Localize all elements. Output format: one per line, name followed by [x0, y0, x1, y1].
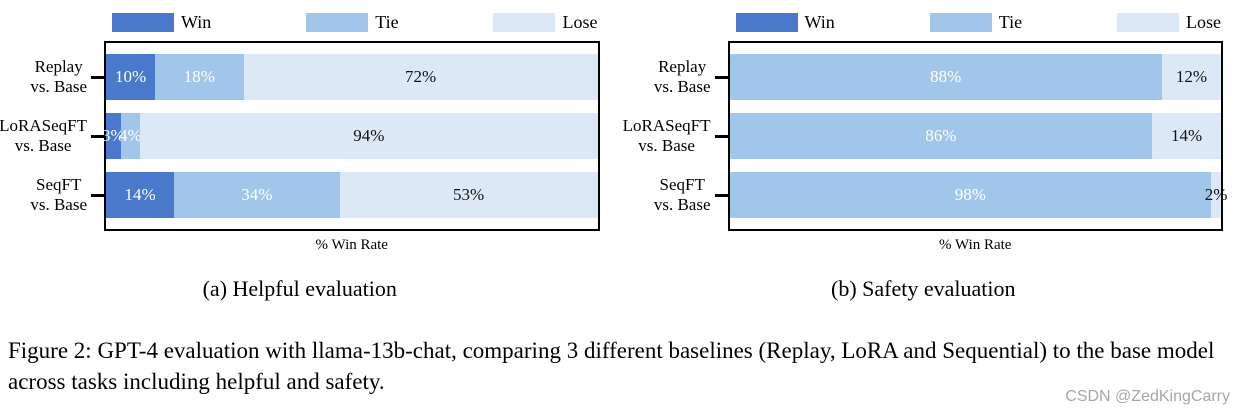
category-line: vs. Base	[653, 77, 711, 96]
legend-safety: Win Tie Lose	[728, 12, 1224, 33]
charts-row: Win Tie Lose Replay vs. Base	[0, 12, 1239, 302]
legend-item-win: Win	[112, 12, 211, 33]
axis-tick	[91, 193, 104, 197]
segment-value: 34%	[241, 185, 273, 204]
legend-item-win: Win	[735, 12, 835, 33]
bar-row: 3% 4% 94%	[102, 113, 598, 159]
x-axis-label: % Win Rate	[315, 237, 388, 253]
chart-panel-safety: Win Tie Lose Replay vs. Base	[622, 12, 1239, 302]
bar-segment-win: 10%	[106, 54, 156, 100]
segment-value: 14%	[1171, 126, 1203, 145]
segment-value: 2%	[1204, 185, 1228, 204]
segment-value: 3%	[101, 126, 125, 145]
category-label-loraseqft: LoRASeqFT vs. Base	[0, 113, 104, 159]
figure-caption: Figure 2: GPT-4 evaluation with llama-13…	[8, 338, 1215, 394]
bar-segment-lose: 12%	[1162, 54, 1221, 100]
legend-label-lose: Lose	[1185, 12, 1221, 32]
bar-segment-lose: 72%	[243, 54, 598, 100]
axis-tick	[714, 134, 728, 138]
category-line: LoRASeqFT	[622, 116, 711, 135]
watermark: CSDN @ZedKingCarry	[1065, 388, 1230, 405]
legend-label-lose: Lose	[562, 12, 598, 32]
bar-row: 14% 34% 53%	[106, 172, 598, 218]
category-line: Replay	[658, 57, 707, 76]
category-line: LoRASeqFT	[0, 116, 87, 135]
category-axis: Replay vs. Base LoRASeqFT vs. Base SeqFT	[622, 41, 728, 231]
bar-segment-lose: 94%	[140, 113, 598, 159]
chart-panel-helpful: Win Tie Lose Replay vs. Base	[0, 12, 616, 302]
axis-tick	[714, 193, 728, 197]
category-line: vs. Base	[638, 136, 695, 155]
win-swatch-icon	[112, 13, 174, 32]
segment-value: 72%	[404, 67, 437, 86]
segment-value: 86%	[925, 126, 957, 145]
category-label-replay: Replay vs. Base	[624, 54, 728, 100]
category-line: vs. Base	[14, 136, 72, 155]
bar-segment-tie: 18%	[155, 54, 244, 100]
legend-label-tie: Tie	[998, 12, 1023, 32]
bar-segment-win: 3%	[102, 113, 125, 159]
bar-segment-lose: 53%	[339, 172, 598, 218]
category-line: vs. Base	[30, 77, 87, 96]
category-line: SeqFT	[35, 175, 82, 194]
subplot-caption-b: (b) Safety evaluation	[831, 276, 1016, 301]
category-line: SeqFT	[659, 175, 705, 194]
bar-segment-tie: 86%	[729, 113, 1153, 159]
category-line: vs. Base	[30, 195, 87, 214]
category-axis: Replay vs. Base LoRASeqFT vs. Base SeqFT	[0, 41, 104, 231]
segment-value: 88%	[930, 67, 962, 86]
plot-area-safety: 88% 12% 86% 14%	[727, 41, 1227, 231]
bar-segment-tie: 34%	[174, 172, 340, 218]
segment-value: 12%	[1175, 67, 1208, 86]
bar-segment-lose: 2%	[1205, 172, 1227, 218]
segment-value: 53%	[452, 185, 485, 204]
category-label-seqft: SeqFT vs. Base	[0, 172, 104, 218]
lose-swatch-icon	[1116, 13, 1179, 32]
bar-row: 88% 12%	[729, 54, 1221, 100]
bar-segment-win: 14%	[106, 172, 175, 218]
bar-segment-tie: 98%	[729, 172, 1212, 218]
category-label-seqft: SeqFT vs. Base	[624, 172, 728, 218]
segment-value: 4%	[119, 126, 142, 145]
tie-swatch-icon	[929, 13, 992, 32]
category-line: Replay	[34, 57, 83, 76]
plot-area-helpful: 10% 18% 72% 3% 4%	[102, 41, 600, 231]
legend-item-tie: Tie	[306, 12, 399, 33]
legend-label-win: Win	[804, 12, 835, 32]
segment-value: 10%	[114, 67, 147, 86]
subplot-caption-a: (a) Helpful evaluation	[202, 276, 397, 301]
legend-item-tie: Tie	[929, 12, 1023, 33]
x-axis-label: % Win Rate	[939, 237, 1012, 253]
win-swatch-icon	[735, 13, 798, 32]
bar-segment-tie: 4%	[119, 113, 142, 159]
category-line: vs. Base	[653, 195, 711, 214]
bar-segment-tie: 88%	[729, 54, 1163, 100]
axis-tick	[91, 75, 104, 79]
category-label-loraseqft: LoRASeqFT vs. Base	[622, 113, 728, 159]
legend-label-win: Win	[181, 12, 212, 32]
bar-segment-lose: 14%	[1152, 113, 1221, 159]
segment-value: 14%	[124, 185, 156, 204]
bar-row: 10% 18% 72%	[106, 54, 598, 100]
legend-label-tie: Tie	[375, 12, 399, 32]
category-label-replay: Replay vs. Base	[0, 54, 104, 100]
axis-tick	[91, 134, 104, 138]
legend-item-lose: Lose	[1116, 12, 1221, 33]
tie-swatch-icon	[306, 13, 369, 32]
chart-area-helpful: Replay vs. Base LoRASeqFT vs. Base SeqFT	[0, 41, 600, 231]
bar-row: 86% 14%	[729, 113, 1221, 159]
segment-value: 18%	[183, 67, 215, 86]
bar-row: 98% 2%	[729, 172, 1227, 218]
axis-tick	[714, 75, 728, 79]
lose-swatch-icon	[493, 13, 556, 32]
segment-value: 98%	[954, 185, 986, 204]
legend-item-lose: Lose	[493, 12, 597, 33]
chart-area-safety: Replay vs. Base LoRASeqFT vs. Base SeqFT	[622, 41, 1227, 231]
legend-helpful: Win Tie Lose	[104, 12, 600, 33]
segment-value: 94%	[353, 126, 385, 145]
